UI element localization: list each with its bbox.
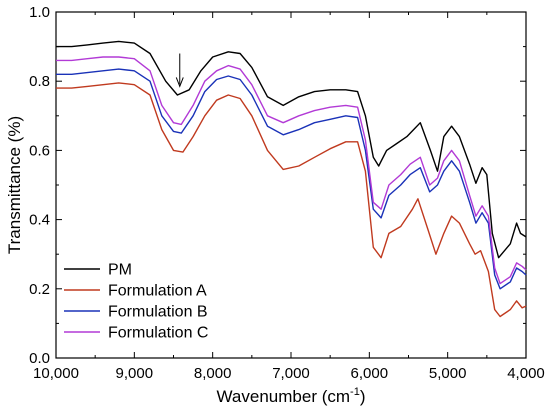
legend-label: Formulation B <box>108 304 208 321</box>
x-axis-title-sup: -1 <box>350 386 360 398</box>
series-lines <box>56 40 527 318</box>
x-tick-label: 10,000 <box>33 365 79 382</box>
series-line-formulation-b <box>56 68 527 290</box>
legend-label: Formulation C <box>108 325 208 342</box>
axis-tick-labels: 10,000 9,000 8,000 7,000 6,000 5,000 4,000 0.0 0… <box>29 4 545 382</box>
y-tick-label: 0.2 <box>29 281 50 298</box>
legend-label: Formulation A <box>108 283 207 300</box>
series-line-pm <box>56 40 527 259</box>
x-tick-label: 6,000 <box>351 365 389 382</box>
legend-label: PM <box>108 262 132 279</box>
legend: PM Formulation A Formulation B Formulation … <box>64 262 208 342</box>
y-tick-label: 0.4 <box>29 212 50 229</box>
x-tick-label: 9,000 <box>116 365 154 382</box>
annotation-arrow-head <box>175 77 184 88</box>
y-tick-label: 0.6 <box>29 142 50 159</box>
annotations <box>175 53 184 88</box>
x-axis-title: Wavenumber (cm-1) <box>217 386 366 406</box>
x-tick-label: 8,000 <box>194 365 232 382</box>
axis-ticks <box>55 11 527 359</box>
x-tick-label: 7,000 <box>272 365 310 382</box>
y-tick-label: 0.8 <box>29 73 50 90</box>
series-line-formulation-c <box>56 56 527 285</box>
series-line-formulation-a <box>56 82 527 318</box>
y-tick-label: 0.0 <box>29 350 50 367</box>
x-tick-label: 5,000 <box>429 365 467 382</box>
x-axis-title-main: Wavenumber (cm <box>217 387 351 406</box>
x-axis-title-end: ) <box>360 387 366 406</box>
x-tick-label: 4,000 <box>507 365 545 382</box>
y-axis-title: Transmittance (%) <box>5 116 24 254</box>
y-tick-label: 1.0 <box>29 4 50 21</box>
